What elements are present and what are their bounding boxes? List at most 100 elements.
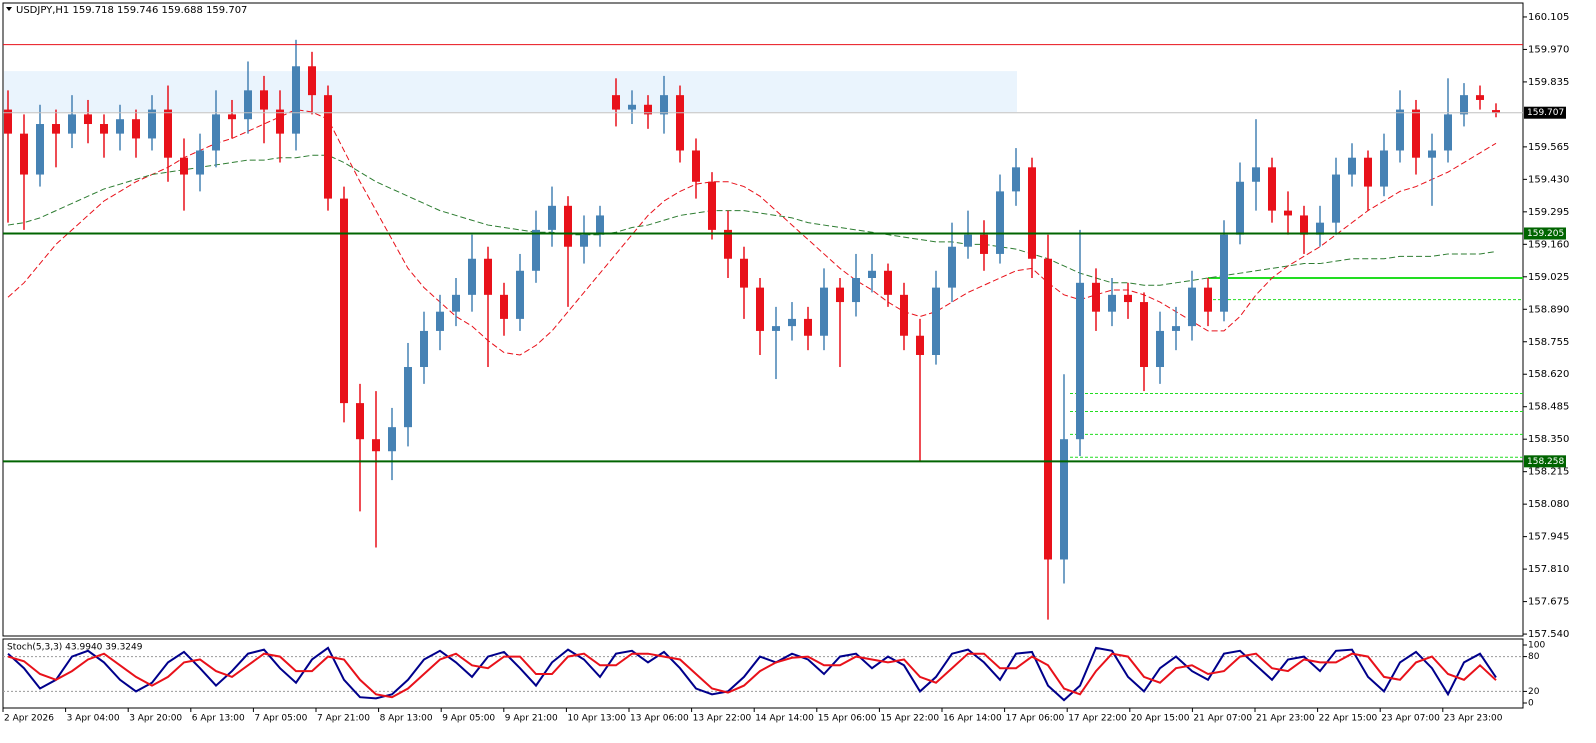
y-tick-label: 159.160 xyxy=(1528,239,1569,250)
candle-body xyxy=(468,258,476,295)
y-tick-label: 158.215 xyxy=(1528,467,1569,478)
y-tick-label: 159.970 xyxy=(1528,44,1569,55)
line-label: 159.205 xyxy=(1527,229,1564,239)
candle-body xyxy=(180,157,188,175)
candle-body xyxy=(1188,287,1196,327)
x-tick-label: 7 Apr 21:00 xyxy=(317,714,370,724)
candle-body xyxy=(1300,215,1308,235)
candle-body xyxy=(1348,157,1356,175)
candle-body xyxy=(436,311,444,331)
y-tick-label: 157.945 xyxy=(1528,532,1569,543)
x-tick-label: 8 Apr 13:00 xyxy=(380,714,433,724)
candle-body xyxy=(1476,95,1484,100)
x-tick-label: 20 Apr 15:00 xyxy=(1131,714,1190,724)
candle-body xyxy=(836,287,844,303)
candle-body xyxy=(260,90,268,110)
candle-body xyxy=(660,95,668,115)
candle-body xyxy=(740,258,748,288)
candle-body xyxy=(1412,109,1420,158)
candle-body xyxy=(580,234,588,247)
candle-body xyxy=(1028,167,1036,259)
y-tick-label: 158.620 xyxy=(1528,369,1569,380)
supply-zone xyxy=(4,71,1017,112)
x-tick-label: 10 Apr 13:00 xyxy=(567,714,626,724)
main-pane xyxy=(2,2,1524,637)
moving-average xyxy=(7,109,1497,356)
line-label-box xyxy=(1524,455,1566,468)
x-tick-label: 7 Apr 05:00 xyxy=(254,714,307,724)
candle-body xyxy=(116,119,124,134)
indicator-title: Stoch(5,3,3) 43.9940 39.3249 xyxy=(7,643,143,653)
x-tick-label: 16 Apr 14:00 xyxy=(943,714,1002,724)
candle-body xyxy=(68,114,76,134)
stochastic-line xyxy=(7,646,1497,702)
x-tick-label: 15 Apr 06:00 xyxy=(818,714,877,724)
candle-body xyxy=(820,287,828,336)
candle-body xyxy=(452,294,460,312)
candle-body xyxy=(212,114,220,151)
candle-body xyxy=(1380,150,1388,187)
candle-body xyxy=(196,150,204,175)
y-tick-label: 157.540 xyxy=(1528,629,1569,640)
x-tick-label: 13 Apr 06:00 xyxy=(630,714,689,724)
candle-body xyxy=(164,109,172,158)
candle-body xyxy=(36,124,44,175)
chart-title: USDJPY,H1 159.718 159.746 159.688 159.70… xyxy=(16,5,247,16)
x-tick-label: 14 Apr 14:00 xyxy=(755,714,814,724)
candle-body xyxy=(276,109,284,134)
candle-body xyxy=(1284,210,1292,216)
candle-body xyxy=(1268,167,1276,211)
candle-body xyxy=(1076,282,1084,440)
candle-body xyxy=(1092,282,1100,312)
x-tick-label: 15 Apr 22:00 xyxy=(880,714,939,724)
x-tick-label: 9 Apr 05:00 xyxy=(442,714,495,724)
candle-body xyxy=(420,330,428,368)
x-tick-label: 21 Apr 07:00 xyxy=(1193,714,1252,724)
candle-body xyxy=(724,229,732,259)
x-tick-label: 2 Apr 2026 xyxy=(4,714,54,724)
x-tick-label: 21 Apr 23:00 xyxy=(1256,714,1315,724)
price-label-box xyxy=(1524,106,1566,119)
candle-body xyxy=(1252,167,1260,182)
candle-body xyxy=(1444,114,1452,151)
x-tick-label: 13 Apr 22:00 xyxy=(693,714,752,724)
candle-body xyxy=(1396,109,1404,151)
candle-body xyxy=(1204,287,1212,312)
candle-body xyxy=(84,114,92,125)
candle-body xyxy=(1428,150,1436,158)
y-tick-label: 158.485 xyxy=(1528,402,1569,413)
y-tick-label: 160.105 xyxy=(1528,12,1569,23)
collapse-icon xyxy=(6,7,12,11)
candle-body xyxy=(756,287,764,331)
x-tick-label: 3 Apr 20:00 xyxy=(129,714,182,724)
x-tick-label: 17 Apr 06:00 xyxy=(1006,714,1065,724)
candle-body xyxy=(788,318,796,327)
candle-body xyxy=(1332,174,1340,223)
indicator-tick-label: 80 xyxy=(1528,652,1540,662)
candle-body xyxy=(1492,110,1500,113)
candle-body xyxy=(900,294,908,336)
candle-body xyxy=(980,234,988,254)
candle-body xyxy=(1156,330,1164,368)
candle-body xyxy=(1316,222,1324,235)
candle-body xyxy=(964,234,972,247)
x-tick-label: 23 Apr 07:00 xyxy=(1381,714,1440,724)
moving-average xyxy=(7,154,1497,286)
candle-body xyxy=(356,403,364,440)
candle-body xyxy=(1364,157,1372,187)
candle-body xyxy=(916,335,924,355)
candle-body xyxy=(692,150,700,182)
candle-body xyxy=(324,95,332,199)
candle-body xyxy=(484,258,492,295)
line-label-box xyxy=(1524,227,1566,240)
candle-body xyxy=(52,124,60,134)
y-tick-label: 158.755 xyxy=(1528,337,1569,348)
candle-body xyxy=(500,294,508,319)
candle-body xyxy=(1172,326,1180,331)
candle-body xyxy=(404,367,412,428)
x-tick-label: 23 Apr 23:00 xyxy=(1444,714,1503,724)
candle-body xyxy=(868,270,876,278)
candle-body xyxy=(996,191,1004,254)
candle-body xyxy=(708,181,716,230)
candle-body xyxy=(596,215,604,235)
